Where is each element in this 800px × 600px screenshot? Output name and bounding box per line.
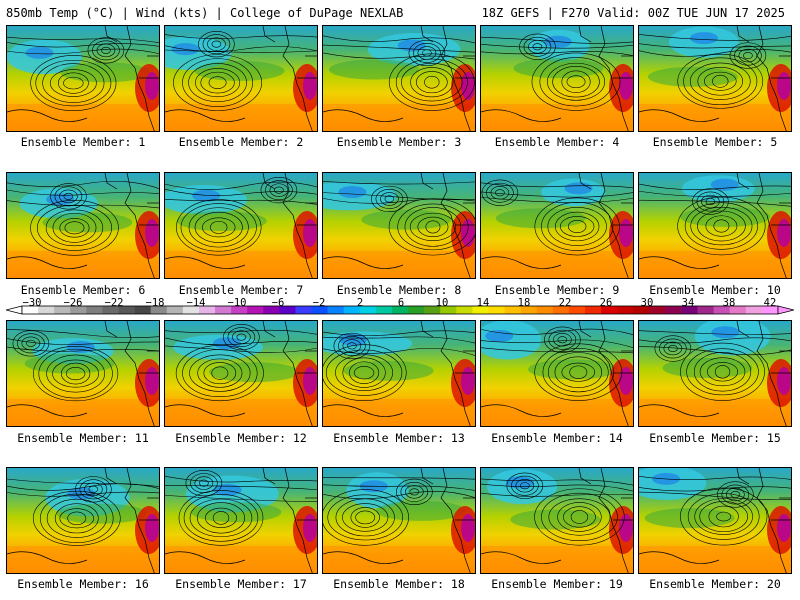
colorbar-left-arrow bbox=[6, 305, 23, 315]
colorbar-swatch bbox=[263, 306, 280, 314]
colorbar-swatch bbox=[408, 306, 425, 314]
colorbar-swatch bbox=[536, 306, 554, 314]
ensemble-member-label: Ensemble Member: 15 bbox=[649, 431, 781, 445]
ensemble-member-label: Ensemble Member: 8 bbox=[336, 283, 462, 297]
chart-title: 850mb Temp (°C) | Wind (kts) | College o… bbox=[6, 6, 404, 20]
ensemble-member-6-map bbox=[6, 172, 160, 279]
ensemble-member-label: Ensemble Member: 6 bbox=[20, 283, 146, 297]
ensemble-member-label: Ensemble Member: 20 bbox=[649, 577, 781, 591]
colorbar-swatch bbox=[327, 306, 345, 314]
colorbar-swatch bbox=[102, 306, 119, 314]
ensemble-member-14-map bbox=[480, 320, 634, 427]
ensemble-member-label: Ensemble Member: 10 bbox=[649, 283, 781, 297]
colorbar-swatch bbox=[617, 306, 634, 314]
colorbar-swatch bbox=[134, 306, 151, 314]
run-valid-info: 18Z GEFS | F270 Valid: 00Z TUE JUN 17 20… bbox=[481, 6, 785, 20]
colorbar-swatch bbox=[118, 306, 135, 314]
colorbar-swatch bbox=[86, 306, 103, 314]
ensemble-member-12-map bbox=[164, 320, 318, 427]
ensemble-member-1-map bbox=[6, 25, 160, 132]
colorbar-swatch bbox=[681, 306, 698, 314]
ensemble-member-label: Ensemble Member: 9 bbox=[494, 283, 620, 297]
ensemble-member-16-map bbox=[6, 467, 160, 574]
colorbar-swatch bbox=[472, 306, 489, 314]
ensemble-member-15-map bbox=[638, 320, 792, 427]
colorbar-swatch bbox=[504, 306, 521, 314]
colorbar-swatch bbox=[633, 306, 650, 314]
colorbar-swatch bbox=[166, 306, 184, 314]
ensemble-member-label: Ensemble Member: 13 bbox=[333, 431, 465, 445]
ensemble-member-13-map bbox=[322, 320, 476, 427]
ensemble-member-2-map bbox=[164, 25, 318, 132]
colorbar-swatch bbox=[713, 306, 731, 314]
ensemble-member-label: Ensemble Member: 14 bbox=[491, 431, 623, 445]
colorbar-swatch bbox=[456, 306, 473, 314]
ensemble-member-label: Ensemble Member: 5 bbox=[652, 135, 778, 149]
temperature-colorbar bbox=[6, 305, 794, 315]
ensemble-member-label: Ensemble Member: 2 bbox=[178, 135, 304, 149]
ensemble-member-label: Ensemble Member: 16 bbox=[17, 577, 149, 591]
colorbar-labels: −30 −26 −22 −18 −14 −10 −6 −2 2 6 10 14 18 22 26 30 34 38… bbox=[0, 0, 800, 309]
ensemble-member-11-map bbox=[6, 320, 160, 427]
colorbar-swatch bbox=[182, 306, 200, 314]
colorbar-swatch bbox=[359, 306, 377, 314]
colorbar-right-arrow bbox=[777, 305, 794, 315]
ensemble-member-10-map bbox=[638, 172, 792, 279]
colorbar-swatch bbox=[343, 306, 361, 314]
colorbar-swatch bbox=[150, 306, 168, 314]
ensemble-member-label: Ensemble Member: 18 bbox=[333, 577, 465, 591]
colorbar-swatch bbox=[231, 306, 248, 314]
ensemble-member-label: Ensemble Member: 1 bbox=[20, 135, 146, 149]
colorbar-swatch bbox=[391, 306, 409, 314]
colorbar-tick-label: 2 bbox=[356, 297, 364, 309]
colorbar-swatch bbox=[552, 306, 570, 314]
colorbar-swatch bbox=[665, 306, 682, 314]
colorbar-swatch bbox=[729, 306, 747, 314]
ensemble-member-label: Ensemble Member: 3 bbox=[336, 135, 462, 149]
ensemble-member-18-map bbox=[322, 467, 476, 574]
ensemble-member-9-map bbox=[480, 172, 634, 279]
colorbar-swatch bbox=[311, 306, 328, 314]
ensemble-member-8-map bbox=[322, 172, 476, 279]
colorbar-swatch bbox=[440, 306, 457, 314]
colorbar-swatch bbox=[279, 306, 296, 314]
colorbar-swatch bbox=[761, 306, 779, 314]
ensemble-member-label: Ensemble Member: 17 bbox=[175, 577, 307, 591]
colorbar-swatch bbox=[424, 306, 441, 314]
colorbar-swatch bbox=[295, 306, 312, 314]
ensemble-member-5-map bbox=[638, 25, 792, 132]
ensemble-member-label: Ensemble Member: 12 bbox=[175, 431, 307, 445]
colorbar-swatch bbox=[22, 306, 39, 314]
colorbar-swatch bbox=[488, 306, 505, 314]
colorbar-swatch bbox=[38, 306, 55, 314]
colorbar-swatch bbox=[584, 306, 602, 314]
ensemble-member-7-map bbox=[164, 172, 318, 279]
colorbar-swatch bbox=[247, 306, 264, 314]
colorbar-swatch bbox=[198, 306, 216, 314]
ensemble-member-20-map bbox=[638, 467, 792, 574]
colorbar-swatch bbox=[697, 306, 714, 314]
colorbar-swatch bbox=[520, 306, 538, 314]
colorbar-swatch bbox=[601, 306, 618, 314]
ensemble-member-19-map bbox=[480, 467, 634, 574]
colorbar-swatch bbox=[649, 306, 666, 314]
colorbar-swatch bbox=[375, 306, 393, 314]
ensemble-member-label: Ensemble Member: 19 bbox=[491, 577, 623, 591]
ensemble-member-label: Ensemble Member: 4 bbox=[494, 135, 620, 149]
colorbar-swatch bbox=[70, 306, 87, 314]
ensemble-member-3-map bbox=[322, 25, 476, 132]
colorbar-tick-label: 6 bbox=[397, 297, 405, 309]
ensemble-member-label: Ensemble Member: 7 bbox=[178, 283, 304, 297]
colorbar-swatch bbox=[54, 306, 71, 314]
ensemble-member-label: Ensemble Member: 11 bbox=[17, 431, 149, 445]
ensemble-member-17-map bbox=[164, 467, 318, 574]
ensemble-member-4-map bbox=[480, 25, 634, 132]
colorbar-swatch bbox=[215, 306, 232, 314]
colorbar-swatch bbox=[745, 306, 763, 314]
colorbar-swatch bbox=[568, 306, 586, 314]
